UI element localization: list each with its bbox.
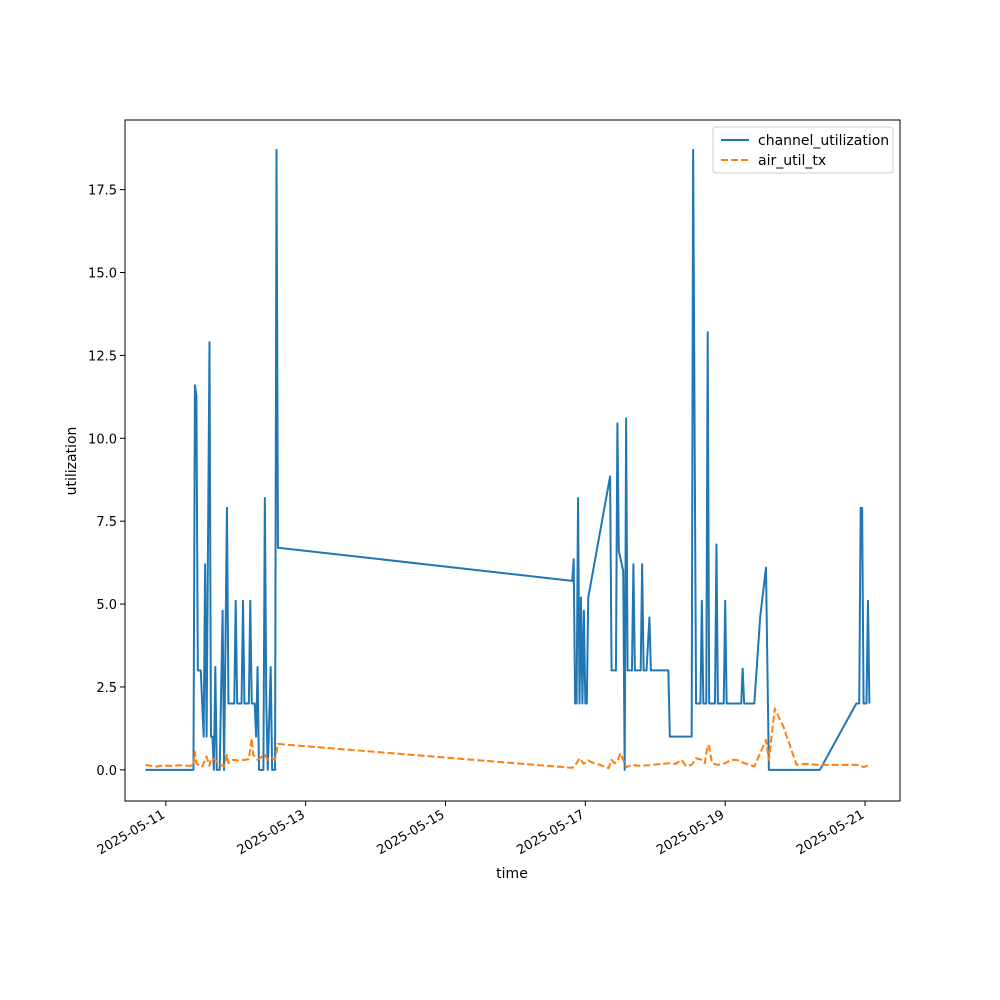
x-tick-label: 2025-05-21 bbox=[794, 807, 867, 858]
legend-box bbox=[712, 126, 894, 174]
y-tick-label: 10.0 bbox=[88, 432, 117, 447]
y-axis: 0.0 2.5 5.0 7.5 10.0 12.5 15.0 17.5 bbox=[88, 184, 125, 779]
legend-label: air_util_tx bbox=[758, 153, 826, 169]
y-tick-label: 0.0 bbox=[96, 764, 117, 779]
x-tick-label: 2025-05-17 bbox=[514, 807, 587, 858]
y-tick-label: 7.5 bbox=[96, 515, 117, 530]
y-tick-label: 17.5 bbox=[88, 184, 117, 199]
legend: channel_utilization air_util_tx bbox=[712, 126, 894, 174]
y-tick-label: 2.5 bbox=[96, 681, 117, 696]
series-line-channel_utilization bbox=[145, 148, 871, 771]
series-line-air_util_tx bbox=[145, 707, 870, 770]
x-axis-title: time bbox=[496, 866, 528, 882]
x-tick-label: 2025-05-19 bbox=[654, 807, 727, 858]
y-tick-label: 15.0 bbox=[88, 267, 117, 282]
y-tick-label: 5.0 bbox=[96, 598, 117, 613]
x-tick-label: 2025-05-13 bbox=[235, 807, 308, 858]
x-tick-label: 2025-05-11 bbox=[95, 807, 168, 858]
x-tick-label: 2025-05-15 bbox=[375, 807, 448, 858]
y-tick-label: 12.5 bbox=[88, 349, 117, 364]
plot-background bbox=[125, 120, 900, 801]
y-axis-title: utilization bbox=[64, 427, 80, 496]
x-axis: 2025-05-11 2025-05-13 2025-05-15 2025-05-17… bbox=[95, 801, 867, 858]
series-layer bbox=[145, 148, 871, 771]
legend-label: channel_utilization bbox=[758, 133, 889, 149]
plot-frame bbox=[124, 119, 901, 802]
